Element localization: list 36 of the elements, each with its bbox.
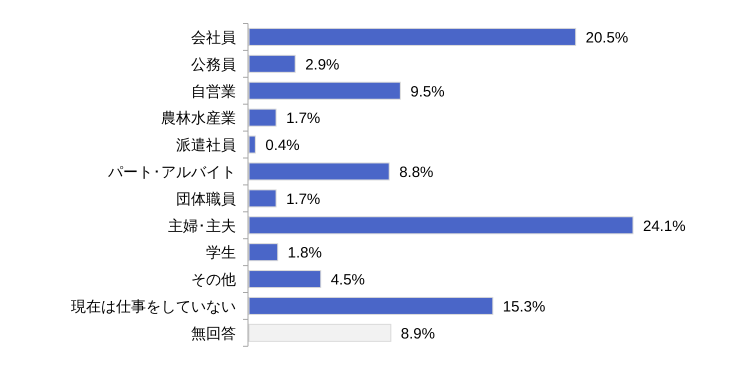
y-tick-label: パート･アルバイト [107,164,236,181]
y-tick-label: 公務員 [191,56,236,74]
data-label: 1.8% [288,244,322,262]
data-label: 1.7% [286,110,320,128]
data-label: 24.1% [643,218,686,235]
y-tick-label: 農林水産業 [161,110,236,128]
data-label: 20.5% [586,29,628,46]
y-tick-label: 派遣社員 [176,137,236,154]
y-tick-label: 現在は仕事をしていない [71,298,236,316]
bar [248,162,390,180]
y-tick-label: 自営業 [191,83,236,100]
bar [248,54,296,73]
data-label: 1.7% [286,190,320,208]
bar [248,216,634,234]
y-tick-label: その他 [191,272,236,289]
data-label: 0.4% [265,137,300,154]
data-label: 15.3% [502,298,546,316]
y-tick-label: 無回答 [191,325,236,342]
bar [248,243,278,262]
bar [248,189,277,208]
y-tick-label: 団体職員 [176,190,236,208]
data-label: 8.9% [400,325,436,342]
data-label: 9.5% [410,83,445,100]
y-tick-label: 主婦･主夫 [168,218,236,235]
bar [248,296,494,315]
bar [248,28,576,46]
bar [248,324,392,342]
bar [248,136,256,154]
data-label: 8.8% [399,164,434,181]
data-label: 2.9% [305,56,340,74]
bar [248,108,277,127]
y-tick-label: 会社員 [191,29,236,46]
bar [248,270,322,288]
y-tick-label: 学生 [206,244,236,262]
bar [248,82,401,100]
data-label: 4.5% [330,272,365,289]
